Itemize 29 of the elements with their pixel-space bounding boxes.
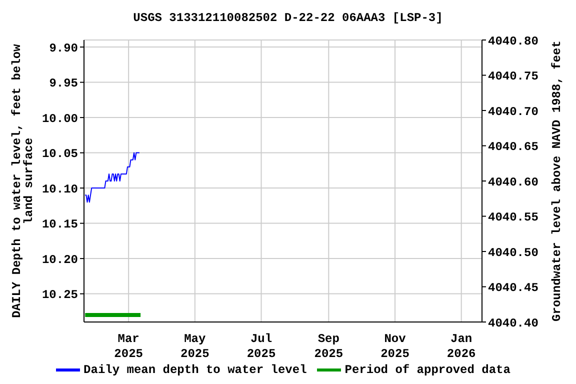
x-tick-label: Nov 2025	[380, 332, 410, 361]
y-tick-label: 10.15	[42, 218, 78, 232]
y-tick-label: 10.20	[42, 252, 78, 267]
line-series	[84, 152, 140, 203]
y2-tick-label: 4040.50	[488, 246, 538, 260]
y-tick-label: 10.10	[42, 182, 78, 196]
y-tick-label: 9.95	[49, 76, 78, 91]
x-tick-label: May 2025	[180, 332, 210, 361]
y2-tick-label: 4040.80	[488, 34, 538, 48]
x-tick-label: Mar 2025	[114, 332, 143, 361]
legend-label: Daily mean depth to water level	[84, 363, 307, 378]
y-tick-label: 10.00	[42, 112, 78, 126]
x-tick-label: Sep 2025	[314, 332, 344, 361]
y2-tick-label: 4040.75	[488, 70, 538, 84]
x-tick-label: Jul 2025	[246, 332, 276, 361]
y-axis-title: DAILY Depth to water level, feet below land surface	[10, 43, 36, 318]
y-tick-label: 10.25	[42, 288, 78, 302]
y-tick-label: 10.05	[42, 147, 78, 162]
y-tick-label: 9.90	[49, 41, 78, 56]
y2-tick-label: 4040.45	[488, 281, 538, 296]
legend-label: Period of approved data	[344, 363, 510, 378]
y2-axis-title: Groundwater level above NAVD 1988, feet	[550, 40, 564, 322]
y2-tick-label: 4040.60	[488, 175, 538, 190]
y2-tick-label: 4040.40	[488, 316, 538, 330]
y2-tick-label: 4040.65	[488, 140, 538, 154]
y2-tick-label: 4040.55	[488, 210, 538, 225]
chart-title: USGS 313312110082502 D-22-22 06AAA3 [LSP-3]	[132, 10, 444, 27]
y2-tick-label: 4040.70	[488, 104, 538, 119]
x-tick-label: Jan 2026	[446, 332, 476, 361]
